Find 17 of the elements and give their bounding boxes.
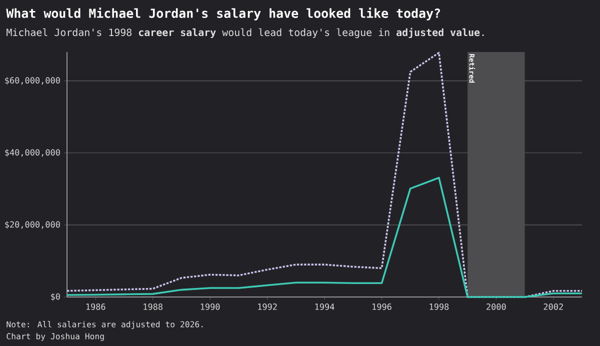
x-tick-label: 1994 <box>315 304 334 310</box>
y-tick-label: $40,000,000 <box>5 149 60 157</box>
y-tick-label: $60,000,000 <box>5 76 60 85</box>
y-tick-label: $0 <box>51 293 60 301</box>
x-tick-label: 1988 <box>144 304 162 310</box>
chart-title: What would Michael Jordan's salary have looked like today? <box>6 8 440 20</box>
y-tick-label: $20,000,000 <box>5 221 60 229</box>
x-tick-label: 1998 <box>430 304 449 310</box>
text: Note: All salaries are adjusted to 2026. <box>6 321 203 329</box>
chart-subtitle: Michael Jordan's 1998 career salary would lead today's league in adjusted value. <box>6 28 484 38</box>
text: Chart by Joshua Hong <box>6 333 104 341</box>
x-tick-label: 1990 <box>200 304 220 310</box>
x-tick-label: 1992 <box>258 304 277 310</box>
x-tick-label: 2002 <box>544 304 563 310</box>
x-tick-label: 1996 <box>372 304 392 310</box>
x-tick-label: 1986 <box>86 304 106 310</box>
x-tick-label: 2000 <box>486 304 506 310</box>
